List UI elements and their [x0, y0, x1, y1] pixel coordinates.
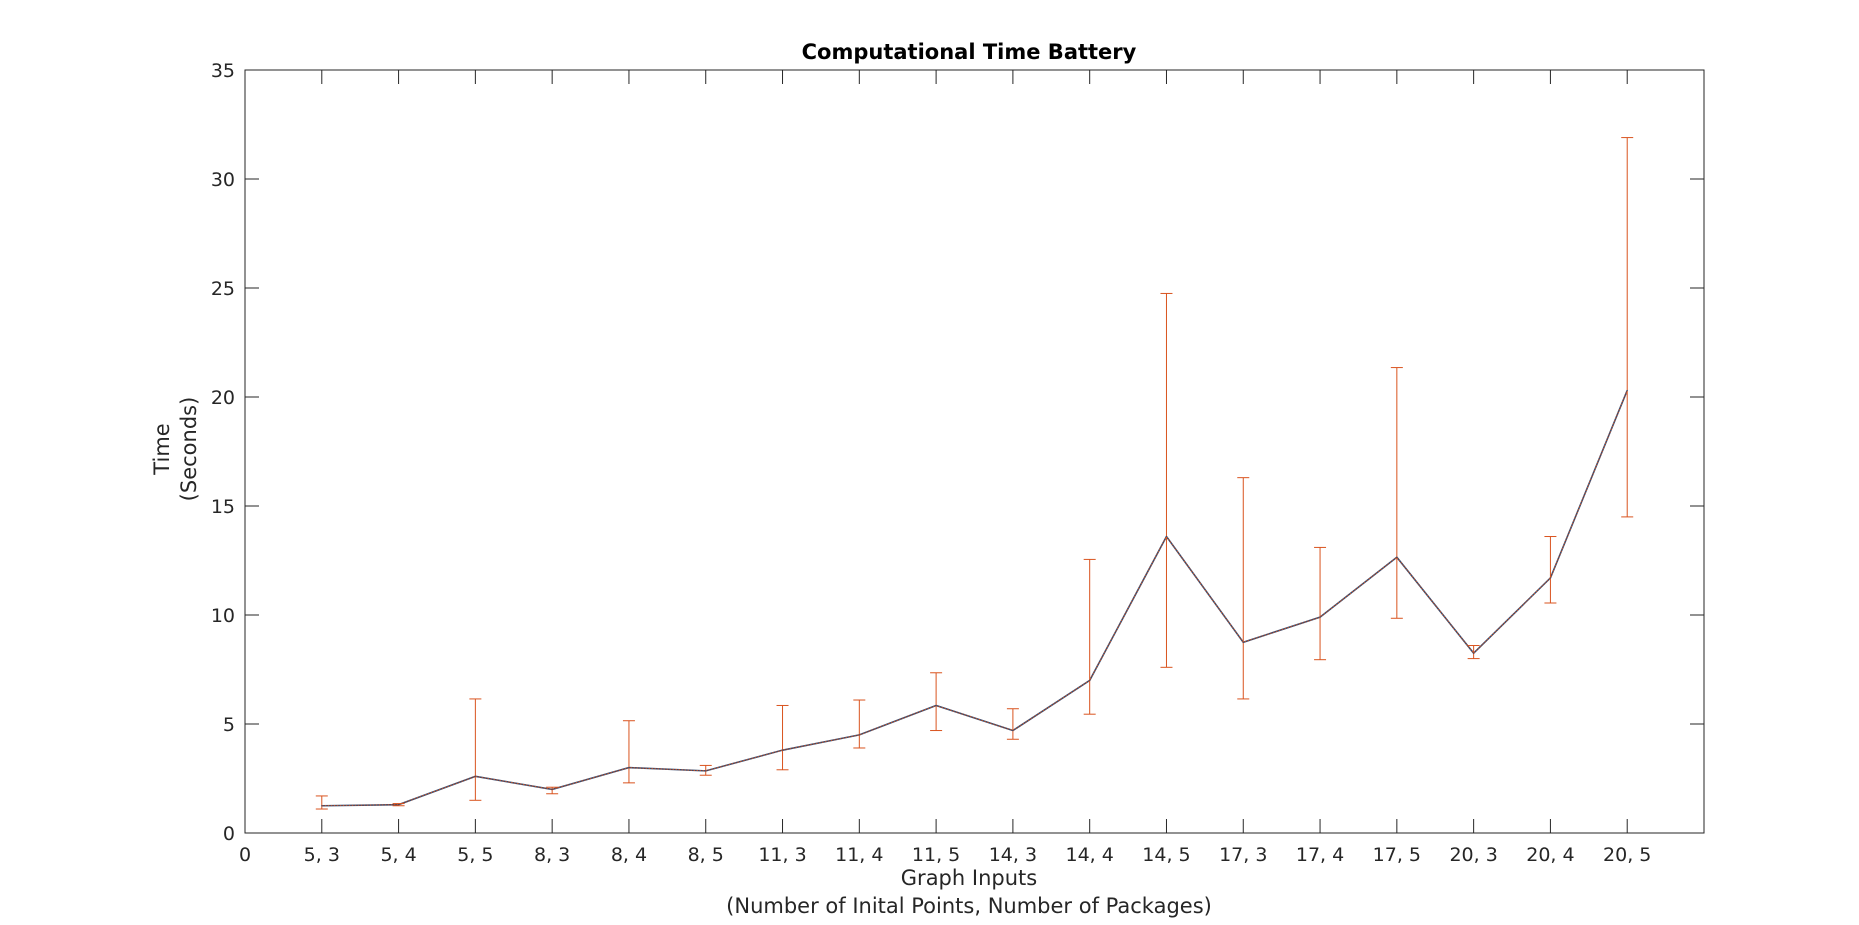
series-layer [315, 137, 1634, 810]
error-bar [1544, 536, 1557, 604]
error-bar [1006, 708, 1019, 740]
x-tick-label: 8, 5 [688, 844, 724, 866]
error-bar [1621, 137, 1634, 518]
data-point [1473, 652, 1475, 654]
error-bar [622, 720, 635, 784]
data-point [1319, 616, 1321, 618]
data-point [628, 767, 630, 769]
series-line-overlay [321, 390, 1628, 807]
y-tick-label: 20 [211, 387, 235, 409]
error-bar [1467, 645, 1480, 660]
data-point [858, 734, 860, 736]
data-point [1165, 535, 1168, 538]
x-tick-label: 11, 3 [758, 844, 806, 866]
error-bar [469, 698, 482, 801]
data-point [1549, 577, 1552, 579]
error-bar [315, 795, 328, 810]
error-bar [776, 704, 789, 771]
data-point [1396, 556, 1398, 558]
x-tick-label: 17, 3 [1219, 844, 1267, 866]
x-axis-label: Graph Inputs [901, 866, 1037, 890]
error-bar [1390, 367, 1403, 619]
x-tick-label: 20, 3 [1449, 844, 1497, 866]
y-tick-label: 5 [223, 714, 235, 736]
x-axis-sublabel: (Number of Inital Points, Number of Pack… [726, 894, 1212, 918]
series-line [321, 390, 1628, 807]
data-point [781, 749, 784, 751]
y-tick-label: 25 [211, 278, 235, 300]
data-point [1089, 679, 1091, 682]
x-tick-label: 14, 4 [1066, 844, 1114, 866]
x-tick-label: 11, 5 [912, 844, 960, 866]
error-bar [1160, 292, 1173, 668]
error-bar [1237, 477, 1250, 700]
x-tick-label: 20, 4 [1526, 844, 1574, 866]
x-tick-label: 14, 3 [989, 844, 1037, 866]
x-tick-label: 20, 5 [1603, 844, 1651, 866]
x-tick-label: 14, 5 [1142, 844, 1190, 866]
x-tick-label: 5, 5 [457, 844, 493, 866]
y-axis-label: Time [150, 423, 174, 475]
data-point [1242, 641, 1244, 643]
y-axis-sublabel: (Seconds) [177, 397, 201, 502]
data-point [1012, 729, 1014, 732]
data-point [321, 805, 323, 807]
x-tick-label: 17, 4 [1296, 844, 1344, 866]
error-bar [1314, 546, 1327, 661]
x-tick-label: 17, 5 [1373, 844, 1421, 866]
plot-frame [244, 69, 1705, 834]
x-tick-label: 8, 4 [611, 844, 647, 866]
data-point [474, 775, 476, 777]
x-tick-label: 5, 3 [304, 844, 340, 866]
x-tick-label: 11, 4 [835, 844, 883, 866]
error-bar [930, 672, 943, 732]
data-point [935, 704, 937, 707]
error-bar [699, 764, 712, 776]
data-point [1626, 389, 1628, 392]
error-bar [546, 786, 559, 795]
error-bar [1083, 558, 1096, 715]
y-tick-label: 35 [211, 60, 235, 82]
data-point [551, 788, 553, 791]
axes: 0 5 10 15 20 25 30 35 0 5, 3 5, 4 5, 5 8, 3 8, 4 8, 5 1… [211, 60, 1705, 866]
error-bar [392, 803, 405, 807]
y-tick-label: 30 [211, 169, 235, 191]
error-bar [853, 699, 866, 749]
data-point [705, 770, 707, 772]
y-tick-label: 10 [211, 605, 235, 627]
x-tick-label: 0 [239, 844, 251, 866]
x-tick-label: 8, 3 [534, 844, 570, 866]
x-tick-label: 5, 4 [380, 844, 416, 866]
y-tick-label: 0 [223, 823, 235, 845]
data-point [397, 804, 400, 806]
chart-title: Computational Time Battery [802, 40, 1137, 64]
y-tick-label: 15 [211, 496, 235, 518]
